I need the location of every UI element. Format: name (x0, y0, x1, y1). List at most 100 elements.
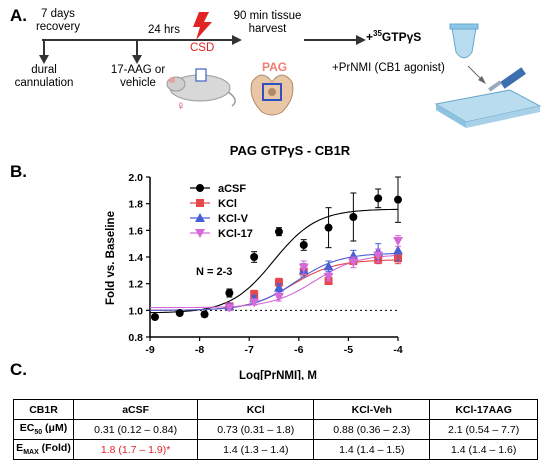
cannulation-label: dural cannulation (4, 64, 84, 90)
data-point (224, 303, 235, 313)
timeline-arrowhead (232, 35, 242, 45)
emax-sub: MAX (23, 449, 39, 457)
table-cell: 1.4 (1.3 – 1.4) (197, 439, 315, 460)
data-point (393, 237, 403, 246)
table-cell: 0.31 (0.12 – 0.84) (72, 419, 199, 440)
data-point (374, 194, 383, 203)
x-tick-label: -7 (245, 344, 254, 356)
data-point (299, 241, 308, 249)
data-point (393, 245, 403, 255)
gtp-main: GTPγS (381, 30, 422, 44)
legend-label: KCl (218, 198, 237, 210)
gtp-label: +35GTPγS (366, 29, 421, 44)
table-header-cell: KCl-17AAG (429, 399, 538, 420)
drug-label-line2: vehicle (120, 77, 156, 89)
cannulation-arrowhead (39, 55, 49, 64)
y-tick-label: 2.0 (128, 172, 143, 184)
gtp-superscript: 35 (373, 29, 382, 38)
data-point (348, 258, 359, 268)
harvest-label-line2: harvest (248, 23, 287, 35)
data-point (323, 273, 334, 282)
fit-curve (150, 252, 399, 311)
ec50-main: EC (19, 422, 35, 435)
data-point (324, 223, 333, 232)
y-tick-label: 1.6 (128, 225, 143, 237)
table-cell: 2.1 (0.54 – 7.7) (429, 419, 538, 440)
table-header-cell: CB1R (13, 399, 74, 420)
chart-title: PAG GTPγS - CB1R (230, 143, 351, 158)
data-point (273, 282, 284, 292)
legend-label: KCl-V (218, 213, 249, 225)
y-tick-label: 0.8 (128, 332, 143, 344)
female-symbol-icon: ♀ (176, 98, 186, 113)
x-tick-label: -6 (294, 344, 303, 356)
legend-marker (196, 184, 204, 192)
gtp-chart: PAG GTPγS - CB1R Fold vs. Baseline Log[P… (105, 143, 403, 380)
csd-label: CSD (190, 42, 215, 54)
lightning-bolt-icon (193, 12, 212, 40)
legend-label: aCSF (218, 183, 246, 195)
cannulation-label-line1: dural (31, 64, 57, 76)
hrs-label: 24 hrs (148, 24, 180, 36)
emax-main: E (16, 442, 24, 455)
data-point (274, 278, 283, 287)
emax-unit: (Fold) (38, 442, 71, 455)
drug-label-line1: 17-AAG or (110, 64, 166, 76)
recovery-label-line1: 7 days (41, 8, 75, 20)
drug-arrowhead (132, 55, 142, 64)
fit-curve (150, 259, 399, 311)
table-cell: 1.4 (1.4 – 1.5) (313, 439, 431, 460)
data-point (225, 289, 234, 297)
x-tick-label: -8 (195, 344, 204, 356)
data-point (349, 213, 358, 221)
table-header-cell: aCSF (72, 399, 199, 420)
data-point (274, 227, 283, 236)
timeline-diagram (39, 12, 542, 128)
chart-y-axis-label: Fold vs. Baseline (105, 211, 117, 305)
well-plate-icon (434, 89, 542, 128)
data-point (200, 310, 209, 319)
x-tick-label: -5 (344, 344, 353, 356)
gtp-prefix: + (366, 30, 374, 44)
data-point (250, 253, 259, 261)
gtp-arrowhead (356, 35, 366, 45)
chart-x-axis-label: Log[PrNMI], M (239, 370, 317, 380)
sample-size-note: N = 2-3 (196, 266, 233, 278)
x-tick-label: -9 (145, 344, 154, 356)
data-point (373, 251, 384, 261)
test-tube-icon (449, 23, 479, 59)
panel-c-letter: C. (10, 360, 27, 379)
fit-curve (150, 254, 399, 309)
results-table: CB1R aCSF KCl KCl-Veh KCl-17AAG EC50 (μM… (13, 399, 538, 460)
table-cell: 0.88 (0.36 – 2.3) (313, 419, 431, 440)
data-point (150, 313, 159, 321)
legend-label: KCl-17 (218, 228, 253, 240)
table-header-cell: KCl (197, 399, 315, 420)
legend-marker (196, 199, 204, 207)
ec50-sub: 50 (34, 429, 43, 437)
recovery-label: 7 days recovery (18, 8, 98, 34)
data-point (323, 261, 334, 271)
data-point (175, 309, 184, 317)
data-point (298, 263, 309, 273)
emax-row-label: EMAX (Fold) (13, 439, 74, 460)
table-header-row: CB1R aCSF KCl KCl-Veh KCl-17AAG (13, 399, 538, 420)
pag-slice-illustration (250, 74, 294, 116)
y-tick-label: 1.8 (128, 199, 143, 211)
y-tick-label: 1.4 (128, 252, 143, 264)
table-row: EMAX (Fold) 1.8 (1.7 – 1.9)* 1.4 (1.3 – … (13, 439, 538, 460)
transfer-arrow (467, 65, 483, 81)
table-header-cell: KCl-Veh (313, 399, 431, 420)
recovery-label-line2: recovery (35, 21, 81, 33)
pipette-icon (488, 67, 526, 92)
table-cell: 0.73 (0.31 – 1.8) (197, 419, 315, 440)
data-point (394, 195, 402, 204)
ec50-row-label: EC50 (μM) (13, 419, 74, 440)
table-cell-highlight: 1.8 (1.7 – 1.9)* (72, 439, 199, 460)
harvest-label-line1: 90 min tissue (233, 10, 302, 22)
agonist-label: +PrNMI (CB1 agonist) (332, 62, 445, 74)
drug-label: 17-AAG or vehicle (98, 64, 178, 90)
data-point (249, 298, 260, 308)
panel-a-letter: A. (10, 6, 27, 25)
panel-b-letter: B. (10, 162, 27, 181)
